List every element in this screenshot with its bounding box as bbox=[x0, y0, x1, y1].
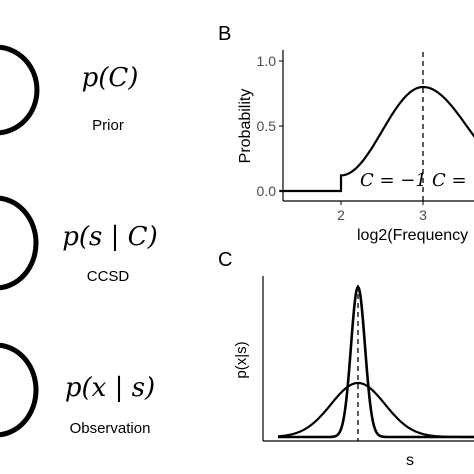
graphical-model: p(C) Prior p(s | C) CCSD p(x | s) Observ… bbox=[0, 44, 158, 438]
prior-label: Prior bbox=[92, 117, 124, 134]
panel-b-ylabel: Probability bbox=[237, 89, 254, 164]
panel-b-xtick-1: 3 bbox=[419, 207, 427, 223]
node-circle-observation bbox=[0, 342, 39, 438]
panel-b-annotation-c: C = bbox=[432, 170, 467, 191]
panel-c: C p(x|s) s bbox=[218, 249, 474, 469]
ccsd-label: CCSD bbox=[87, 268, 130, 285]
panel-b: B 0.0 0.5 1.0 2 3 Probability log2(Frequ… bbox=[218, 23, 474, 244]
panel-c-ylabel: p(x|s) bbox=[233, 341, 250, 378]
panel-c-xlabel: s bbox=[406, 452, 414, 469]
panel-b-ytick-2: 1.0 bbox=[257, 53, 277, 69]
node-circle-prior bbox=[0, 44, 40, 136]
panel-b-letter: B bbox=[218, 23, 231, 45]
panel-b-ytick-1: 0.5 bbox=[257, 118, 277, 134]
observation-label: Observation bbox=[70, 420, 151, 437]
panel-c-letter: C bbox=[218, 249, 232, 271]
panel-b-curve bbox=[279, 85, 474, 193]
panel-c-narrow-curve bbox=[278, 284, 474, 439]
ccsd-formula: p(s | C) bbox=[62, 222, 157, 252]
node-circle-ccsd bbox=[0, 195, 39, 291]
panel-b-ytick-0: 0.0 bbox=[257, 183, 277, 199]
observation-formula: p(x | s) bbox=[65, 373, 155, 403]
panel-b-xtick-0: 2 bbox=[337, 207, 345, 223]
panel-b-annotation-c-minus: C = −1 bbox=[360, 170, 427, 191]
prior-formula: p(C) bbox=[82, 63, 139, 93]
panel-b-xlabel: log2(Frequency bbox=[357, 227, 468, 244]
